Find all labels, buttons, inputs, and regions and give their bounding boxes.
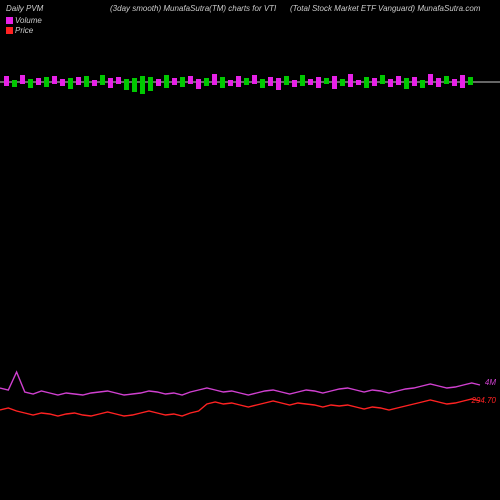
title-mid: (3day smooth) MunafaSutra(TM) charts for… xyxy=(110,4,276,13)
title-right: (Total Stock Market ETF Vanguard) Munafa… xyxy=(290,4,480,13)
chart-header: Daily PVM (3day smooth) MunafaSutra(TM) … xyxy=(0,4,500,34)
volume-end-label: 4M xyxy=(485,378,496,387)
price-end-label: 294.70 xyxy=(472,396,496,405)
legend-price: Price xyxy=(6,26,33,35)
legend-volume-label: Volume xyxy=(15,16,42,25)
legend-price-swatch xyxy=(6,27,13,34)
legend-volume-swatch xyxy=(6,17,13,24)
chart-canvas xyxy=(0,0,500,500)
legend-volume: Volume xyxy=(6,16,42,25)
legend-price-label: Price xyxy=(15,26,33,35)
title-left: Daily PVM xyxy=(6,4,43,13)
